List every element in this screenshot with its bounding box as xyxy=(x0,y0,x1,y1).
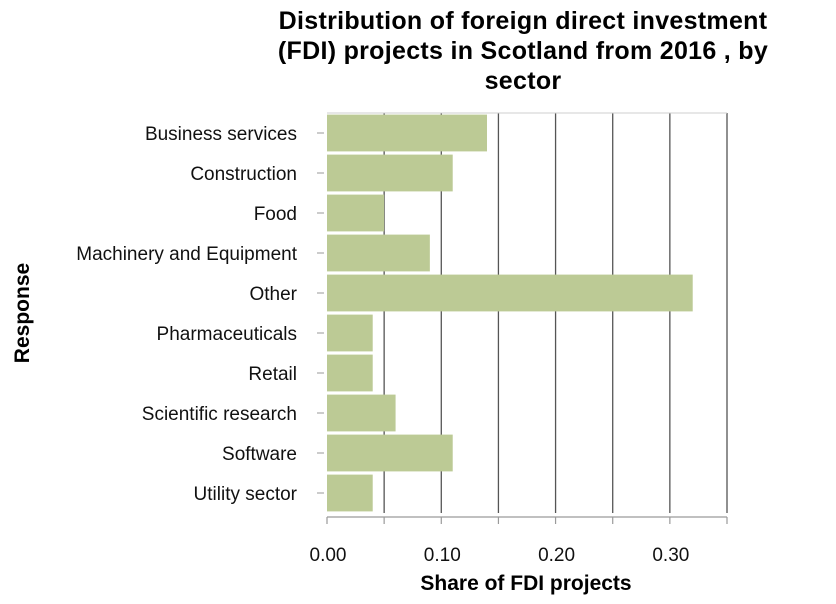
y-tick-label: Scientific research xyxy=(142,404,297,425)
chart-title: Distribution of foreign direct investmen… xyxy=(210,6,836,96)
bar xyxy=(327,274,693,312)
y-tick-label: Software xyxy=(222,444,297,465)
axis-layer xyxy=(317,132,728,524)
bar xyxy=(327,194,385,232)
y-tick-label: Other xyxy=(249,284,297,305)
bar xyxy=(327,234,430,272)
x-tick-label: 0.00 xyxy=(310,545,347,566)
bar xyxy=(327,114,487,152)
y-tick-label: Food xyxy=(254,204,297,225)
bar xyxy=(327,474,373,512)
y-tick-label: Construction xyxy=(190,164,297,185)
bar xyxy=(327,354,373,392)
x-axis-title: Share of FDI projects xyxy=(420,572,631,595)
y-axis-title: Response xyxy=(11,263,34,363)
chart-title-line-3: sector xyxy=(484,67,562,95)
bar xyxy=(327,314,373,352)
bar xyxy=(327,394,396,432)
x-tick-label: 0.30 xyxy=(652,545,689,566)
chart-title-line-1: Distribution of foreign direct investmen… xyxy=(278,7,768,35)
labels-layer: Business services Construction Food Machine… xyxy=(76,124,689,566)
bar xyxy=(327,434,453,472)
x-tick-label: 0.20 xyxy=(538,545,575,566)
y-tick-label: Pharmaceuticals xyxy=(157,324,297,345)
bar xyxy=(327,154,453,192)
chart-title-line-2: (FDI) projects in Scotland from 2016 , b… xyxy=(277,37,769,65)
y-tick-label: Retail xyxy=(248,364,297,385)
y-tick-label: Machinery and Equipment xyxy=(76,244,297,265)
bars-layer xyxy=(327,114,693,512)
y-tick-label: Business services xyxy=(145,124,297,145)
y-tick-label: Utility sector xyxy=(194,484,298,505)
x-tick-label: 0.10 xyxy=(424,545,461,566)
